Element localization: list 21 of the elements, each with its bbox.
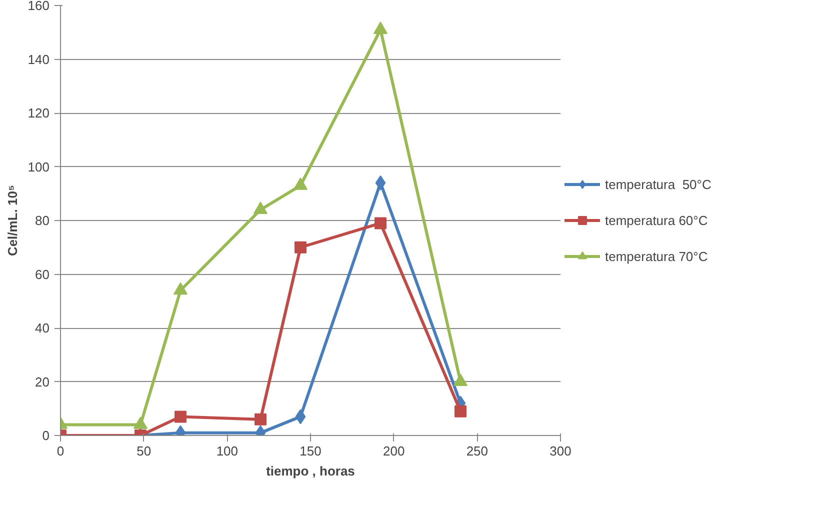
x-tick-label: 200	[382, 444, 405, 458]
x-axis-title: tiempo , horas	[266, 464, 355, 478]
y-tick-label: 140	[28, 52, 50, 67]
y-tick-label: 80	[35, 213, 50, 228]
y-tick-label: 60	[35, 266, 50, 282]
x-tick-label: 250	[466, 444, 488, 458]
y-tick-label: 40	[35, 320, 50, 336]
legend-label: temperatura 60°C	[605, 212, 708, 228]
x-tick-label: 100	[216, 444, 238, 458]
x-tick-label: 50	[136, 444, 152, 458]
x-tick-label: 0	[56, 444, 64, 458]
x-tick-label: 150	[300, 444, 322, 458]
x-tick-label: 300	[550, 444, 572, 458]
legend-label: temperatura 50°C	[605, 176, 712, 192]
y-tick-label: 100	[28, 159, 50, 174]
y-tick-label: 160	[28, 0, 50, 13]
y-axis-title: Cel/mL. 10⁵	[4, 184, 20, 256]
legend-label: temperatura 70°C	[605, 248, 708, 264]
y-tick-label: 120	[28, 106, 50, 120]
y-tick-label: 0	[42, 428, 50, 443]
y-tick-label: 20	[35, 374, 50, 390]
